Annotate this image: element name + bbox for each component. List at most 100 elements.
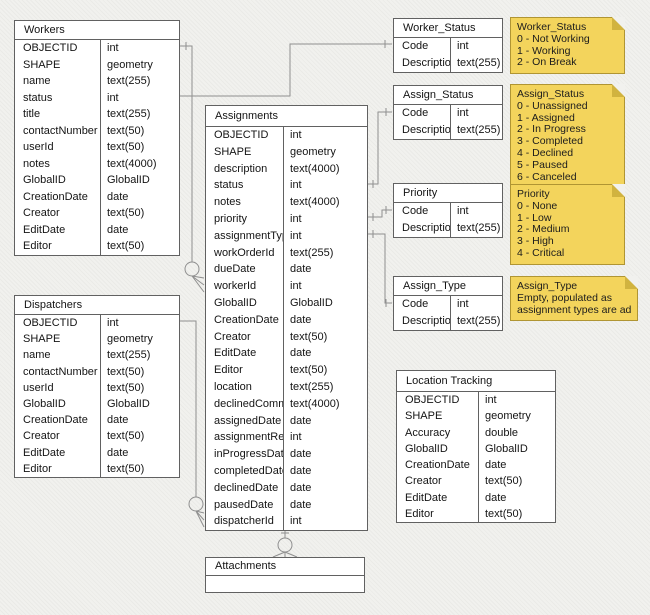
field-type: geometry	[485, 410, 531, 423]
entity-workers[interactable]: Workers OBJECTID int SHAPE geometry name text…	[14, 20, 180, 256]
field-row[interactable]: notes text(4000)	[15, 155, 179, 172]
table-header[interactable]: Assign_Type	[394, 277, 502, 296]
field-row[interactable]: contactNumber text(50)	[15, 122, 179, 139]
note-priority[interactable]: Priority 0 - None 1 - Low 2 - Medium 3 - Hig…	[510, 184, 625, 265]
field-row[interactable]: Code int	[394, 296, 502, 313]
field-type: int	[290, 280, 302, 293]
field-row[interactable]: description text(4000)	[206, 160, 367, 178]
field-row[interactable]: SHAPE geometry	[15, 56, 179, 73]
field-row[interactable]: inProgressDate date	[206, 446, 367, 463]
field-row[interactable]: GlobalID GlobalID	[397, 440, 555, 458]
connector-assignments-priority[interactable]	[368, 206, 392, 221]
field-row[interactable]: name text(255)	[15, 73, 179, 90]
field-row[interactable]: assignedDate date	[206, 412, 367, 430]
field-row[interactable]: OBJECTID int	[15, 315, 179, 332]
table-header[interactable]: Assign_Status	[394, 86, 502, 105]
note-assign-type[interactable]: Assign_Type Empty, populated as assignment…	[510, 276, 638, 322]
entity-attachments[interactable]: Attachments	[205, 557, 365, 593]
note-assign-status[interactable]: Assign_Status 0 - Unassigned 1 - Assigned 2…	[510, 84, 625, 189]
field-row[interactable]: Editor text(50)	[397, 506, 555, 523]
field-row[interactable]: declinedComment text(4000)	[206, 395, 367, 413]
field-row[interactable]: Description text(255)	[394, 313, 502, 330]
field-row[interactable]: EditDate date	[206, 345, 367, 363]
field-row[interactable]: CreationDate date	[15, 412, 179, 429]
connector-assignments-assign-status[interactable]	[368, 108, 392, 188]
field-row[interactable]: Code int	[394, 38, 502, 55]
connector-assignments-assign-type[interactable]	[368, 230, 392, 307]
entity-dispatchers[interactable]: Dispatchers OBJECTID int SHAPE geometry name…	[14, 295, 180, 478]
field-row[interactable]: workerId int	[206, 278, 367, 295]
field-row[interactable]: Creator text(50)	[397, 473, 555, 490]
field-row[interactable]: EditDate date	[15, 221, 179, 238]
field-row[interactable]: userId text(50)	[15, 379, 179, 396]
field-row[interactable]: priority int	[206, 210, 367, 228]
field-row[interactable]: Creator text(50)	[206, 328, 367, 346]
entity-assign-status[interactable]: Assign_Status CodeintDescriptiontext(255…	[393, 85, 503, 140]
table-header[interactable]: Priority	[394, 184, 502, 203]
field-row[interactable]: CreationDate date	[397, 457, 555, 474]
field-type: geometry	[107, 58, 153, 71]
table-header[interactable]: Dispatchers	[15, 296, 179, 315]
connector-workers-assignments[interactable]	[180, 42, 205, 293]
field-row[interactable]: SHAPE geometry	[15, 331, 179, 348]
field-row[interactable]: Description text(255)	[394, 122, 502, 139]
connector-assignments-attachments[interactable]	[272, 528, 298, 558]
field-row[interactable]: SHAPE geometry	[206, 143, 367, 161]
field-row[interactable]: Creator text(50)	[15, 428, 179, 445]
field-name: Creator	[15, 428, 101, 445]
field-row[interactable]: EditDate date	[397, 489, 555, 507]
field-row[interactable]: name text(255)	[15, 347, 179, 364]
field-name: SHAPE	[206, 143, 284, 161]
field-row[interactable]: title text(255)	[15, 106, 179, 123]
note-worker-status[interactable]: Worker_Status 0 - Not Working 1 - Working 2…	[510, 17, 625, 75]
entity-priority[interactable]: Priority CodeintDescriptiontext(255)	[393, 183, 503, 238]
entity-assign-type[interactable]: Assign_Type CodeintDescriptiontext(255)	[393, 276, 503, 331]
table-header[interactable]: Worker_Status	[394, 19, 502, 38]
connector-workers-worker-status[interactable]	[180, 40, 392, 97]
field-row[interactable]: location text(255)	[206, 378, 367, 396]
field-row[interactable]: OBJECTID int	[397, 392, 555, 409]
field-row[interactable]: assignmentRead int	[206, 429, 367, 447]
field-row[interactable]: Description text(255)	[394, 55, 502, 72]
field-row[interactable]: EditDate date	[15, 444, 179, 461]
field-row[interactable]: GlobalID GlobalID	[206, 294, 367, 312]
field-type: text(4000)	[290, 397, 340, 410]
zero-circle	[188, 496, 204, 512]
field-row[interactable]: status int	[206, 177, 367, 195]
field-row[interactable]: GlobalID GlobalID	[15, 395, 179, 413]
field-row[interactable]: workOrderId text(255)	[206, 244, 367, 262]
field-row[interactable]: Accuracy double	[397, 424, 555, 441]
field-row[interactable]: dispatcherId int	[206, 513, 367, 531]
field-row[interactable]: declinedDate date	[206, 479, 367, 497]
field-row[interactable]: notes text(4000)	[206, 194, 367, 211]
table-header[interactable]: Location Tracking	[397, 371, 555, 392]
field-row[interactable]: dueDate date	[206, 261, 367, 279]
field-row[interactable]: Code int	[394, 203, 502, 220]
field-row[interactable]: CreationDate date	[206, 311, 367, 329]
field-row[interactable]: Creator text(50)	[15, 205, 179, 222]
entity-assignments[interactable]: Assignments OBJECTID int SHAPE geometry desc…	[205, 105, 368, 532]
empty-row[interactable]	[206, 576, 364, 592]
field-row[interactable]: CreationDate date	[15, 188, 179, 205]
field-row[interactable]: GlobalID GlobalID	[15, 172, 179, 189]
field-row[interactable]: contactNumber text(50)	[15, 363, 179, 380]
field-row[interactable]: Editor text(50)	[15, 460, 179, 477]
field-row[interactable]: Code int	[394, 105, 502, 122]
table-header[interactable]: Assignments	[206, 106, 367, 127]
table-header[interactable]: Attachments	[206, 558, 364, 576]
field-row[interactable]: Editor text(50)	[206, 362, 367, 379]
field-row[interactable]: pausedDate date	[206, 496, 367, 514]
field-row[interactable]: Description text(255)	[394, 220, 502, 237]
field-row[interactable]: userId text(50)	[15, 139, 179, 156]
field-row[interactable]: OBJECTID int	[206, 127, 367, 144]
table-header[interactable]: Workers	[15, 21, 179, 40]
field-row[interactable]: OBJECTID int	[15, 40, 179, 57]
field-row[interactable]: assignmentType int	[206, 227, 367, 245]
field-row[interactable]: completedDate date	[206, 462, 367, 480]
field-row[interactable]: SHAPE geometry	[397, 408, 555, 425]
field-row[interactable]: Editor text(50)	[15, 238, 179, 255]
entity-location-tracking[interactable]: Location Tracking OBJECTID int SHAPE geomet…	[396, 370, 556, 524]
field-row[interactable]: status int	[15, 89, 179, 106]
connector-dispatchers-assignments[interactable]	[180, 320, 205, 528]
entity-worker-status[interactable]: Worker_Status CodeintDescriptiontext(255…	[393, 18, 503, 73]
